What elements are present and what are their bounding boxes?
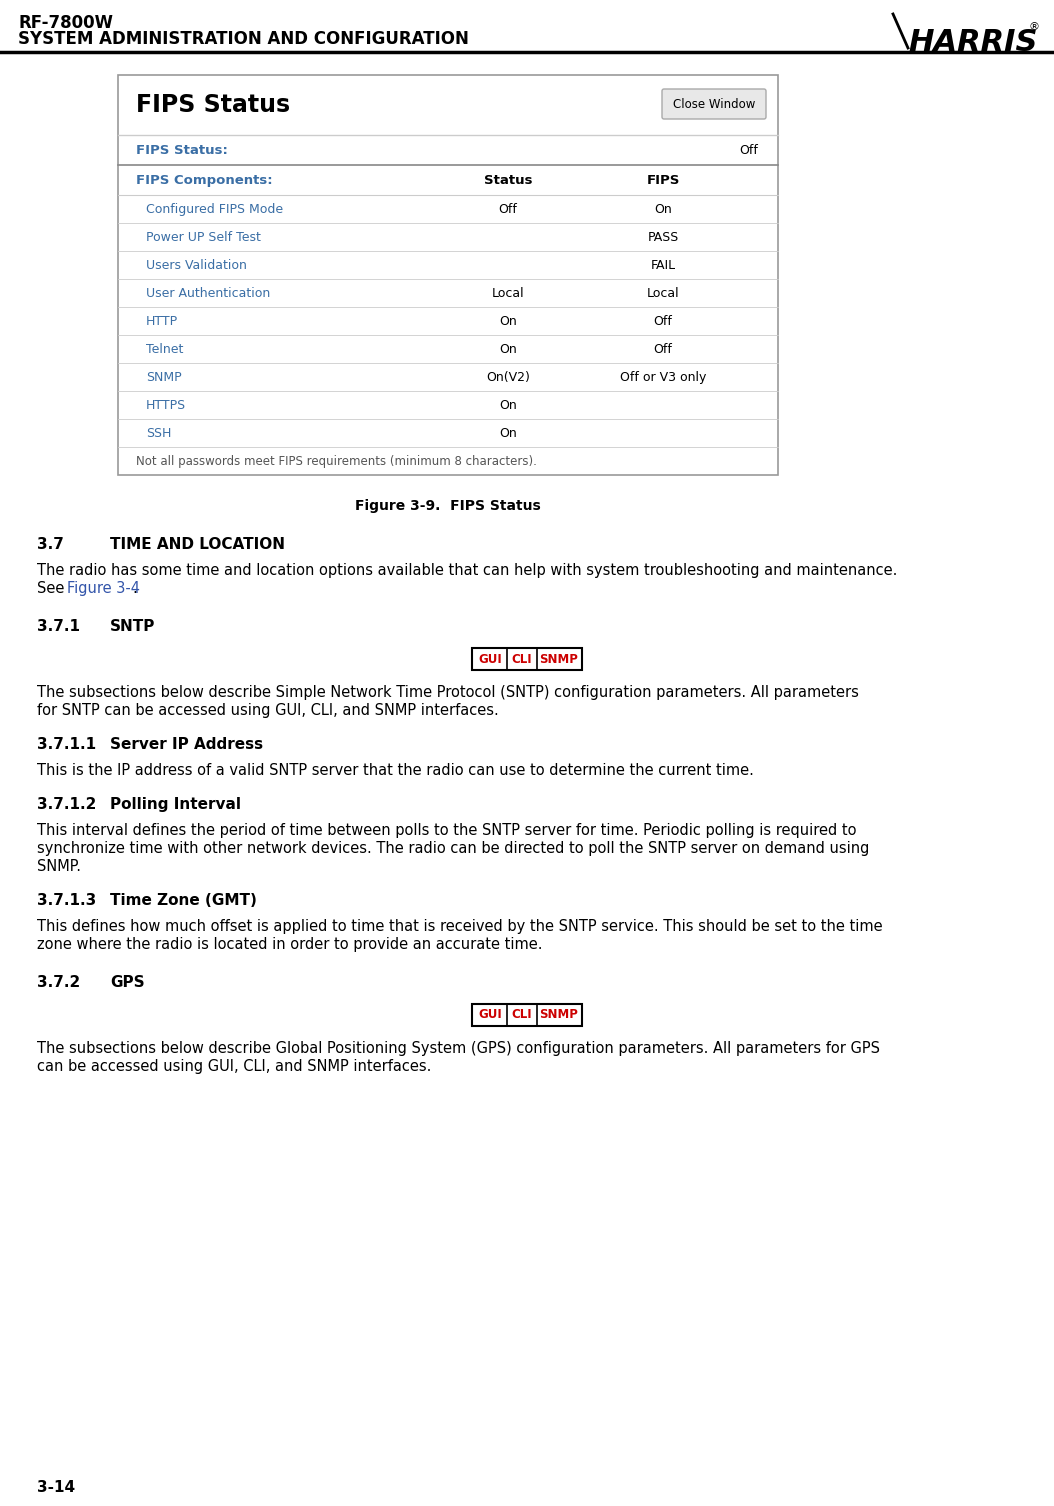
Text: SNMP.: SNMP. [37, 858, 81, 873]
Text: Polling Interval: Polling Interval [110, 797, 241, 812]
Text: Not all passwords meet FIPS requirements (minimum 8 characters).: Not all passwords meet FIPS requirements… [136, 455, 536, 467]
Text: Off: Off [739, 143, 758, 157]
Text: Off or V3 only: Off or V3 only [620, 370, 706, 384]
Text: SNMP: SNMP [540, 652, 579, 666]
Text: Users Validation: Users Validation [147, 259, 247, 271]
Text: On: On [500, 426, 516, 440]
Text: FIPS Components:: FIPS Components: [136, 173, 273, 187]
Text: Local: Local [647, 286, 680, 300]
Text: CLI: CLI [511, 652, 532, 666]
Text: Telnet: Telnet [147, 342, 183, 355]
Text: This interval defines the period of time between polls to the SNTP server for ti: This interval defines the period of time… [37, 822, 857, 837]
Text: SYSTEM ADMINISTRATION AND CONFIGURATION: SYSTEM ADMINISTRATION AND CONFIGURATION [18, 30, 469, 48]
Text: FIPS Status:: FIPS Status: [136, 143, 228, 157]
Text: RF-7800W: RF-7800W [18, 14, 113, 32]
Text: HARRIS: HARRIS [909, 27, 1038, 57]
Text: 3.7.2: 3.7.2 [37, 974, 80, 989]
Text: 3-14: 3-14 [37, 1480, 75, 1495]
Text: PASS: PASS [647, 230, 679, 244]
Text: for SNTP can be accessed using GUI, CLI, and SNMP interfaces.: for SNTP can be accessed using GUI, CLI,… [37, 703, 499, 718]
Text: synchronize time with other network devices. The radio can be directed to poll t: synchronize time with other network devi… [37, 840, 870, 855]
Text: Off: Off [653, 315, 672, 327]
Text: GUI: GUI [479, 1009, 502, 1021]
Text: Off: Off [499, 202, 518, 215]
Text: This defines how much offset is applied to time that is received by the SNTP ser: This defines how much offset is applied … [37, 919, 882, 934]
Text: Close Window: Close Window [672, 98, 755, 110]
Text: On: On [500, 399, 516, 411]
Text: Figure 3-9.  FIPS Status: Figure 3-9. FIPS Status [355, 498, 541, 514]
Bar [472, 1005, 582, 1026]
Text: See: See [37, 581, 69, 596]
Text: SNMP: SNMP [147, 370, 181, 384]
Text: HTTPS: HTTPS [147, 399, 187, 411]
Text: On(V2): On(V2) [486, 370, 530, 384]
Text: On: On [500, 342, 516, 355]
Text: ®: ® [1029, 23, 1040, 32]
Text: On: On [500, 315, 516, 327]
Text: 3.7.1.2: 3.7.1.2 [37, 797, 96, 812]
FancyBboxPatch shape [662, 89, 766, 119]
Text: The subsections below describe Simple Network Time Protocol (SNTP) configuration: The subsections below describe Simple Ne… [37, 685, 859, 700]
Text: TIME AND LOCATION: TIME AND LOCATION [110, 538, 285, 553]
Text: User Authentication: User Authentication [147, 286, 270, 300]
Text: SNMP: SNMP [540, 1009, 579, 1021]
Text: CLI: CLI [511, 1009, 532, 1021]
Text: HTTP: HTTP [147, 315, 178, 327]
Bar [472, 648, 582, 670]
Text: GPS: GPS [110, 974, 144, 989]
Text: Off: Off [653, 342, 672, 355]
Text: Power UP Self Test: Power UP Self Test [147, 230, 261, 244]
Text: GUI: GUI [479, 652, 502, 666]
Text: Status: Status [484, 173, 532, 187]
Text: FAIL: FAIL [650, 259, 676, 271]
Text: Server IP Address: Server IP Address [110, 736, 264, 751]
Text: On: On [655, 202, 671, 215]
Text: The radio has some time and location options available that can help with system: The radio has some time and location opt… [37, 563, 897, 578]
Text: This is the IP address of a valid SNTP server that the radio can use to determin: This is the IP address of a valid SNTP s… [37, 764, 754, 779]
Text: 3.7.1: 3.7.1 [37, 619, 80, 634]
Text: .: . [132, 581, 137, 596]
Text: The subsections below describe Global Positioning System (GPS) configuration par: The subsections below describe Global Po… [37, 1041, 880, 1056]
Text: Local: Local [491, 286, 524, 300]
Bar [118, 75, 778, 474]
Text: SSH: SSH [147, 426, 172, 440]
Text: 3.7.1.3: 3.7.1.3 [37, 893, 96, 908]
Text: can be accessed using GUI, CLI, and SNMP interfaces.: can be accessed using GUI, CLI, and SNMP… [37, 1059, 431, 1074]
Text: SNTP: SNTP [110, 619, 155, 634]
Text: FIPS Status: FIPS Status [136, 93, 290, 117]
Text: Time Zone (GMT): Time Zone (GMT) [110, 893, 257, 908]
Text: FIPS: FIPS [646, 173, 680, 187]
Text: zone where the radio is located in order to provide an accurate time.: zone where the radio is located in order… [37, 937, 543, 952]
Text: Configured FIPS Mode: Configured FIPS Mode [147, 202, 284, 215]
Text: 3.7: 3.7 [37, 538, 64, 553]
Text: Figure 3-4: Figure 3-4 [67, 581, 140, 596]
Text: 3.7.1.1: 3.7.1.1 [37, 736, 96, 751]
